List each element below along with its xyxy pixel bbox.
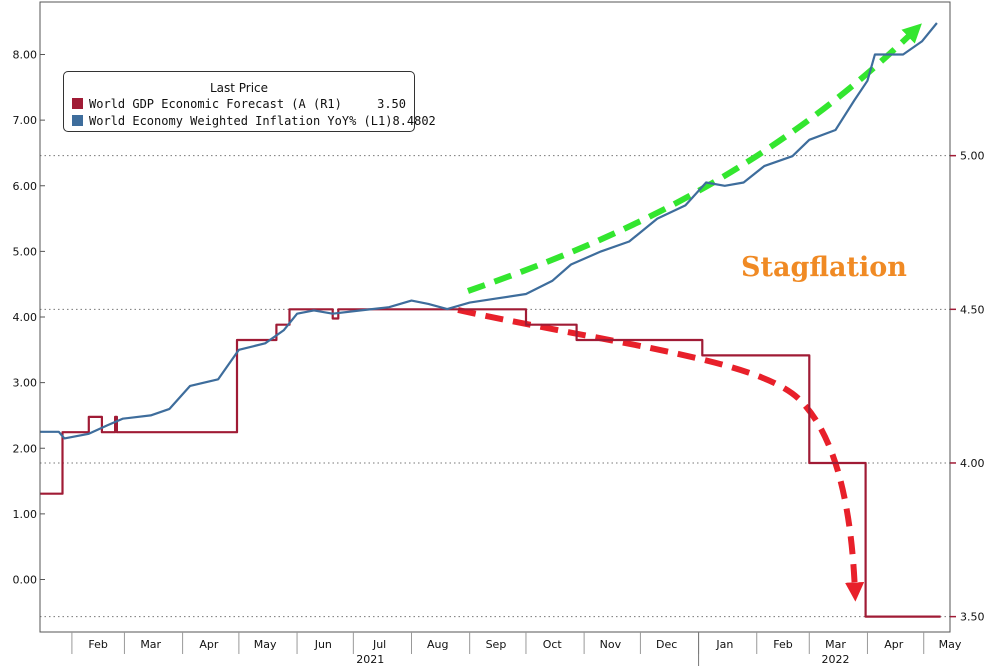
- x-tick-13: Mar: [825, 638, 846, 651]
- y-axis-right-ticks: 3.50 4.00 4.50 5.00: [950, 150, 985, 624]
- y-right-tick-0: 3.50: [960, 611, 985, 624]
- trend-arrows: [457, 23, 922, 602]
- legend-value-inflation: 8.4802: [392, 113, 436, 128]
- y-right-tick-1: 4.00: [960, 457, 985, 470]
- x-tick-1: Mar: [140, 638, 161, 651]
- legend-title: Last Price: [209, 81, 269, 95]
- x-tick-10: Dec: [656, 638, 677, 651]
- legend-label-inflation: World Economy Weighted Inflation YoY% (L…: [89, 113, 393, 128]
- red-trend-arrow: [457, 307, 865, 602]
- x-year-0: 2021: [356, 653, 384, 666]
- y-left-tick-0: 0.00: [13, 574, 38, 587]
- green-trend-arrow: [467, 23, 922, 294]
- x-tick-7: Sep: [486, 638, 507, 651]
- y-left-tick-2: 2.00: [13, 442, 38, 455]
- x-tick-2: Apr: [199, 638, 219, 651]
- x-tick-6: Aug: [427, 638, 448, 651]
- x-tick-11: Jan: [715, 638, 733, 651]
- legend-label-gdp: World GDP Economic Forecast (A (R1): [89, 96, 342, 111]
- y-left-tick-1: 1.00: [13, 508, 38, 521]
- y-left-tick-7: 7.00: [13, 114, 38, 127]
- y-left-tick-5: 5.00: [13, 245, 38, 258]
- stagflation-annotation: Stagflation: [741, 252, 907, 283]
- x-tick-5: Jul: [372, 638, 386, 651]
- x-tick-9: Nov: [600, 638, 622, 651]
- y-axis-left-ticks: 0.00 1.00 2.00 3.00 4.00 5.00 6.00 7.00 8.00: [13, 49, 45, 587]
- x-tick-14: Apr: [884, 638, 904, 651]
- legend-entry-gdp: World GDP Economic Forecast (A (R1) 3.50: [64, 95, 414, 112]
- y-left-tick-4: 4.00: [13, 311, 38, 324]
- legend-swatch-inflation: [72, 115, 83, 126]
- x-tick-0: Feb: [88, 638, 107, 651]
- x-tick-15: May: [939, 638, 962, 651]
- x-tick-4: Jun: [314, 638, 332, 651]
- legend: Last Price World GDP Economic Forecast (…: [63, 71, 436, 132]
- series-line-1: [40, 22, 938, 440]
- y-left-tick-6: 6.00: [13, 180, 38, 193]
- series-lines: [40, 22, 941, 618]
- grid-lines: [40, 155, 950, 618]
- legend-swatch-gdp: [72, 98, 83, 109]
- x-axis-ticks: Feb Mar Apr May Jun Jul Aug Sep Oct Nov Dec Jan Feb M…: [71, 632, 962, 666]
- legend-entry-inflation: World Economy Weighted Inflation YoY% (L…: [64, 112, 436, 129]
- y-left-tick-3: 3.00: [13, 377, 38, 390]
- y-left-tick-8: 8.00: [13, 49, 38, 62]
- series-line-0: [40, 308, 941, 618]
- x-tick-12: Feb: [773, 638, 792, 651]
- x-year-1: 2022: [822, 653, 850, 666]
- x-tick-3: May: [254, 638, 277, 651]
- y-right-tick-3: 5.00: [960, 150, 985, 163]
- y-right-tick-2: 4.50: [960, 303, 985, 316]
- legend-value-gdp: 3.50: [377, 96, 406, 111]
- x-tick-8: Oct: [543, 638, 563, 651]
